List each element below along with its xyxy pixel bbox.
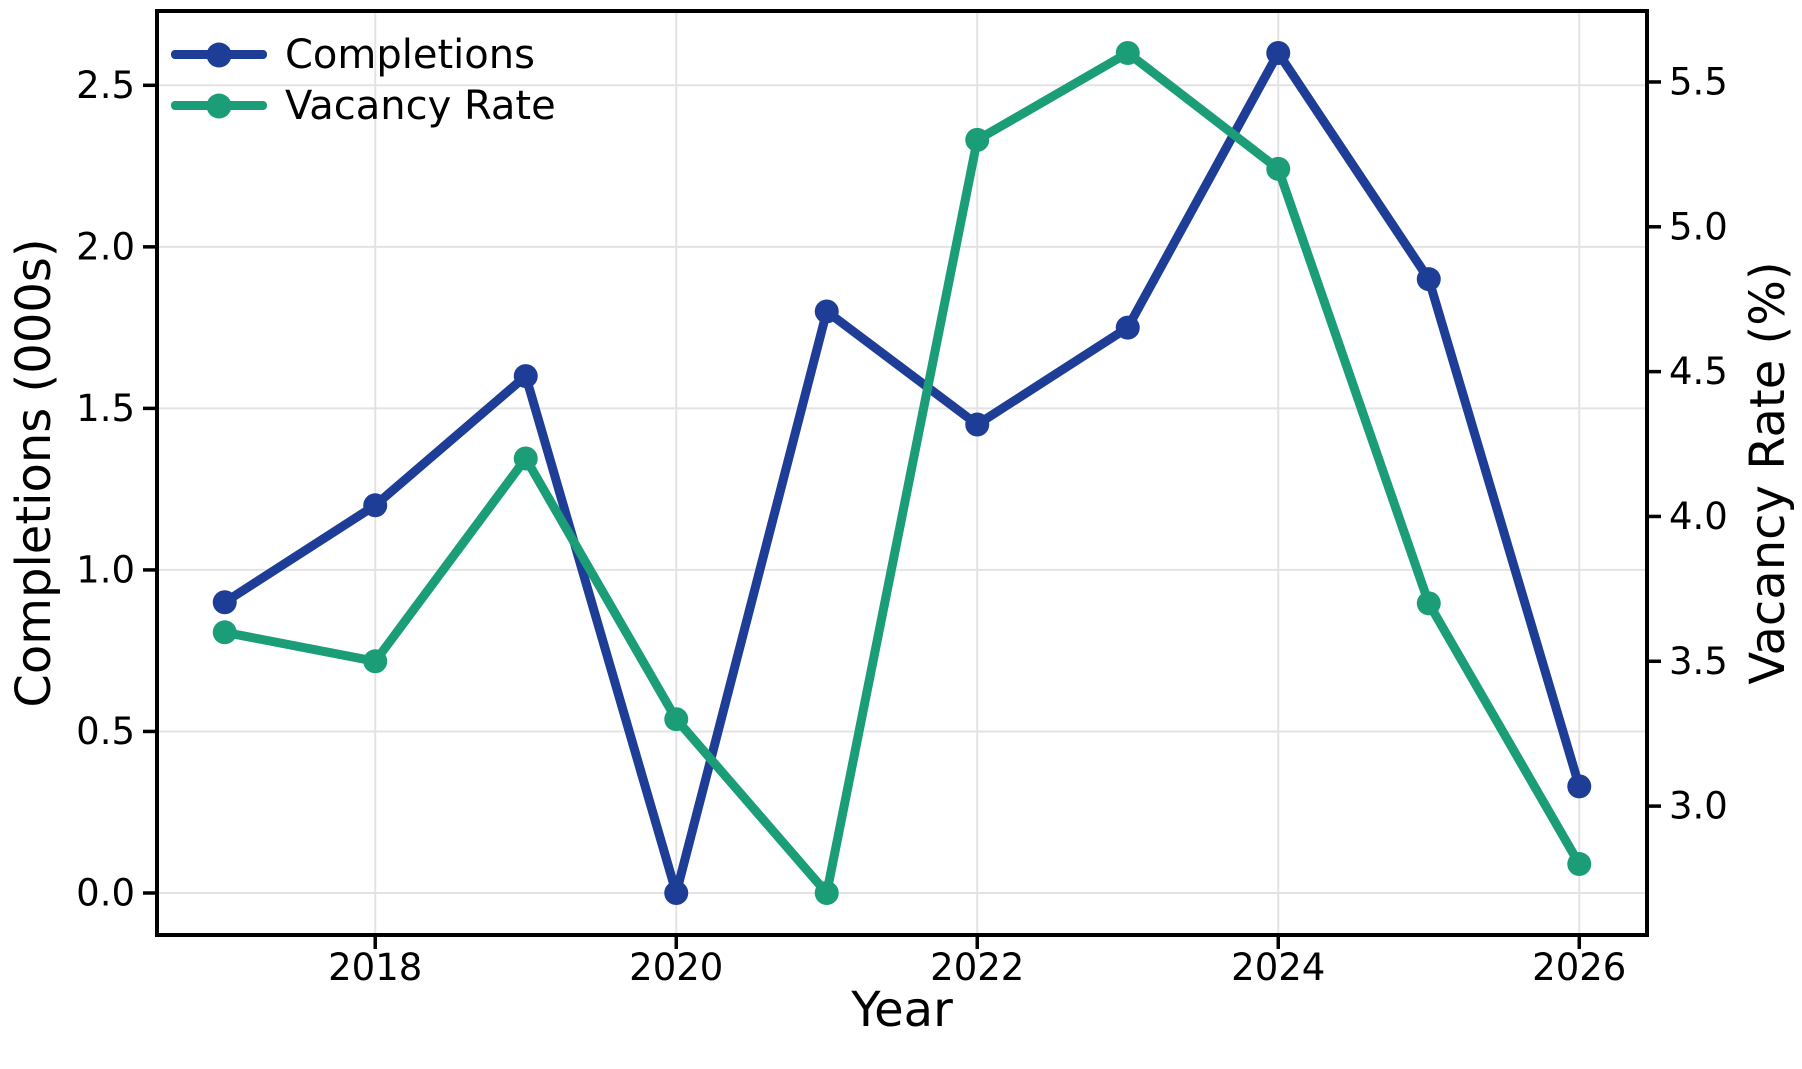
data-point-marker-vacancy-rate (1416, 591, 1441, 616)
legend-label-vacancy-rate: Vacancy Rate (285, 82, 556, 129)
x-tick-label: 2024 (1231, 946, 1325, 989)
legend-item-completions: Completions (171, 29, 556, 80)
data-point-marker-vacancy-rate (1567, 852, 1592, 877)
y-left-axis-title: Completions (000s) (6, 238, 62, 708)
data-point-marker-completions (1266, 41, 1291, 65)
legend-marker-dot (206, 42, 232, 67)
data-point-marker-completions (664, 881, 689, 905)
legend-marker-dot (206, 93, 232, 118)
y-left-tick-label: 1.0 (76, 548, 135, 591)
y-right-tick-label: 3.5 (1669, 640, 1728, 683)
data-point-marker-completions (212, 590, 237, 615)
y-left-tick-label: 2.0 (76, 225, 135, 268)
data-point-marker-vacancy-rate (664, 707, 689, 732)
plot-border (155, 9, 1649, 937)
y-left-tick-label: 1.5 (76, 387, 135, 430)
data-point-marker-completions (814, 299, 839, 324)
data-point-marker-vacancy-rate (363, 649, 388, 674)
data-point-marker-vacancy-rate (1115, 41, 1140, 65)
y-right-tick-label: 5.0 (1669, 205, 1728, 248)
legend-line-swatch (171, 93, 267, 118)
data-point-marker-completions (363, 493, 388, 518)
legend-label-completions: Completions (285, 31, 535, 78)
y-right-tick-label: 4.0 (1669, 495, 1728, 538)
legend: Completions Vacancy Rate (171, 29, 556, 131)
y-left-tick-label: 2.5 (76, 64, 135, 107)
data-point-marker-vacancy-rate (1266, 156, 1291, 181)
series-line-completions (220, 48, 1584, 898)
data-point-marker-completions (965, 412, 990, 437)
y-right-tick-label: 4.5 (1669, 350, 1728, 393)
y-left-tick-label: 0.5 (76, 710, 135, 753)
legend-line-swatch (171, 42, 267, 67)
x-tick-label: 2022 (930, 946, 1024, 989)
y-right-tick-label: 5.5 (1669, 60, 1728, 103)
data-point-marker-vacancy-rate (814, 881, 839, 905)
x-tick-label: 2018 (328, 946, 422, 989)
y-right-axis-title: Vacancy Rate (%) (1740, 261, 1796, 685)
y-right-tick-label: 3.0 (1669, 785, 1728, 828)
data-point-marker-completions (1567, 774, 1592, 799)
data-point-marker-completions (513, 364, 538, 389)
data-point-marker-completions (1115, 315, 1140, 340)
x-tick-label: 2026 (1532, 946, 1626, 989)
y-left-tick-label: 0.0 (76, 872, 135, 915)
series-line-vacancy-rate (220, 48, 1584, 898)
x-axis-title: Year (851, 982, 953, 1038)
data-point-marker-completions (1416, 267, 1441, 292)
legend-item-vacancy-rate: Vacancy Rate (171, 80, 556, 131)
data-point-marker-vacancy-rate (965, 127, 990, 152)
data-point-marker-vacancy-rate (212, 620, 237, 645)
data-point-marker-vacancy-rate (513, 446, 538, 471)
x-tick-label: 2020 (629, 946, 723, 989)
